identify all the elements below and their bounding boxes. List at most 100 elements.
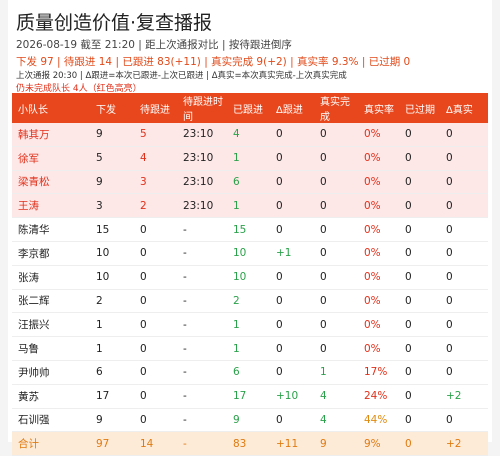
cell: 6 <box>227 170 270 195</box>
cell: 0% <box>358 170 399 195</box>
cell: 0 <box>270 170 314 195</box>
cell: 15 <box>227 217 270 242</box>
table-row: 张涛 10 0-10 0 0 0% 0 0 <box>12 265 488 290</box>
cell: 0% <box>358 265 399 290</box>
cell: 0 <box>270 289 314 314</box>
total-cell: 97 <box>90 431 134 456</box>
cell: 0 <box>399 193 440 219</box>
table-row: 徐军 5 4 23:10 1 0 0 0% 0 0 <box>12 146 488 171</box>
cell: 0% <box>358 241 399 266</box>
card: 质量创造价值·复查播报 2026-08-19 截至 21:20 | 距上次通报对… <box>8 0 492 456</box>
cell: 0 <box>440 312 488 338</box>
total-cell: - <box>177 431 227 456</box>
cell: 0 <box>314 241 358 266</box>
cell: 3 <box>134 170 177 195</box>
cell: 0 <box>399 312 440 338</box>
cell: 4 <box>227 123 270 147</box>
table-row: 王涛 3 2 23:10 1 0 0 0% 0 0 <box>12 193 488 219</box>
cell: 24% <box>358 384 399 409</box>
cell: 韩其万 <box>12 123 90 147</box>
column-header: 真实率 <box>358 93 399 123</box>
cell: +10 <box>270 384 314 409</box>
cell: 0 <box>440 170 488 195</box>
cell: - <box>177 312 227 338</box>
cell: 0 <box>314 289 358 314</box>
table-row: 张二辉 2 0-2 0 0 0% 0 0 <box>12 289 488 314</box>
cell: 1 <box>227 146 270 171</box>
note: 上次通报 20:30 | Δ跟进=本次已跟进-上次已跟进 | Δ真实=本次真实完… <box>16 71 347 81</box>
cell: - <box>177 360 227 385</box>
cell: - <box>177 217 227 242</box>
cell: 王涛 <box>12 193 90 219</box>
cell: 17 <box>90 384 134 409</box>
cell: 4 <box>314 384 358 409</box>
cell: 0 <box>134 336 177 361</box>
total-cell: 9 <box>314 431 358 456</box>
cell: 0% <box>358 312 399 338</box>
cell: 0 <box>399 336 440 361</box>
cell: 9 <box>90 408 134 433</box>
cell: 0% <box>358 336 399 361</box>
table-row: 石训强 9 0-9 0 4 44% 0 0 <box>12 408 488 433</box>
cell: 徐军 <box>12 146 90 171</box>
cell: 梁青松 <box>12 170 90 195</box>
cell: 0% <box>358 193 399 219</box>
cell: 0 <box>440 289 488 314</box>
column-header: 待跟进时间 <box>177 93 227 123</box>
cell: 0 <box>270 193 314 219</box>
cell: 1 <box>227 312 270 338</box>
table-row: 汪振兴 1 0-1 0 0 0% 0 0 <box>12 312 488 338</box>
cell: - <box>177 241 227 266</box>
cell: 0 <box>270 360 314 385</box>
cell: 15 <box>90 217 134 242</box>
cell: 0 <box>399 170 440 195</box>
cell: +1 <box>270 241 314 266</box>
cell: 6 <box>90 360 134 385</box>
cell: 10 <box>90 265 134 290</box>
cell: 陈清华 <box>12 217 90 242</box>
cell: - <box>177 384 227 409</box>
cell: 0 <box>134 217 177 242</box>
cell: - <box>177 289 227 314</box>
table-row: 尹帅帅 6 0-6 0 1 17% 0 0 <box>12 360 488 385</box>
cell: 23:10 <box>177 123 227 147</box>
column-header: Δ跟进 <box>270 93 314 123</box>
cell: 17 <box>227 384 270 409</box>
cell: 1 <box>227 193 270 219</box>
cell: 黄苏 <box>12 384 90 409</box>
cell: 0 <box>270 312 314 338</box>
cell: 0 <box>270 146 314 171</box>
cell: 0 <box>399 146 440 171</box>
total-cell: +2 <box>440 431 488 456</box>
total-cell: 83 <box>227 431 270 456</box>
cell: 0 <box>399 289 440 314</box>
cell: 李京都 <box>12 241 90 266</box>
cell: 9 <box>90 123 134 147</box>
cell: 石训强 <box>12 408 90 433</box>
cell: 0 <box>440 360 488 385</box>
cell: 0 <box>270 408 314 433</box>
table-row: 陈清华 15 0-15 0 0 0% 0 0 <box>12 217 488 242</box>
cell: 0 <box>440 123 488 147</box>
cell: 0 <box>134 408 177 433</box>
cell: 0 <box>134 289 177 314</box>
report-table: 小队长 下发 待跟进 待跟进时间 已跟进 Δ跟进 真实完成 真实率 已过期 Δ真实 韩其万 9 5 23:… <box>12 93 488 456</box>
page: 质量创造价值·复查播报 2026-08-19 截至 21:20 | 距上次通报对… <box>8 0 492 456</box>
cell: 0 <box>314 193 358 219</box>
cell: 1 <box>227 336 270 361</box>
cell: 1 <box>90 336 134 361</box>
cell: 0 <box>440 336 488 361</box>
cell: 张涛 <box>12 265 90 290</box>
column-header: 小队长 <box>12 93 90 123</box>
cell: 6 <box>227 360 270 385</box>
cell: 5 <box>134 123 177 147</box>
cell: 0 <box>314 123 358 147</box>
cell: 9 <box>90 170 134 195</box>
column-header: 待跟进 <box>134 93 177 123</box>
column-header: 下发 <box>90 93 134 123</box>
cell: 1 <box>314 360 358 385</box>
cell: 17% <box>358 360 399 385</box>
cell: 0 <box>314 265 358 290</box>
cell: 0 <box>270 123 314 147</box>
table-row: 李京都 10 0-10 +1 0 0% 0 0 <box>12 241 488 266</box>
